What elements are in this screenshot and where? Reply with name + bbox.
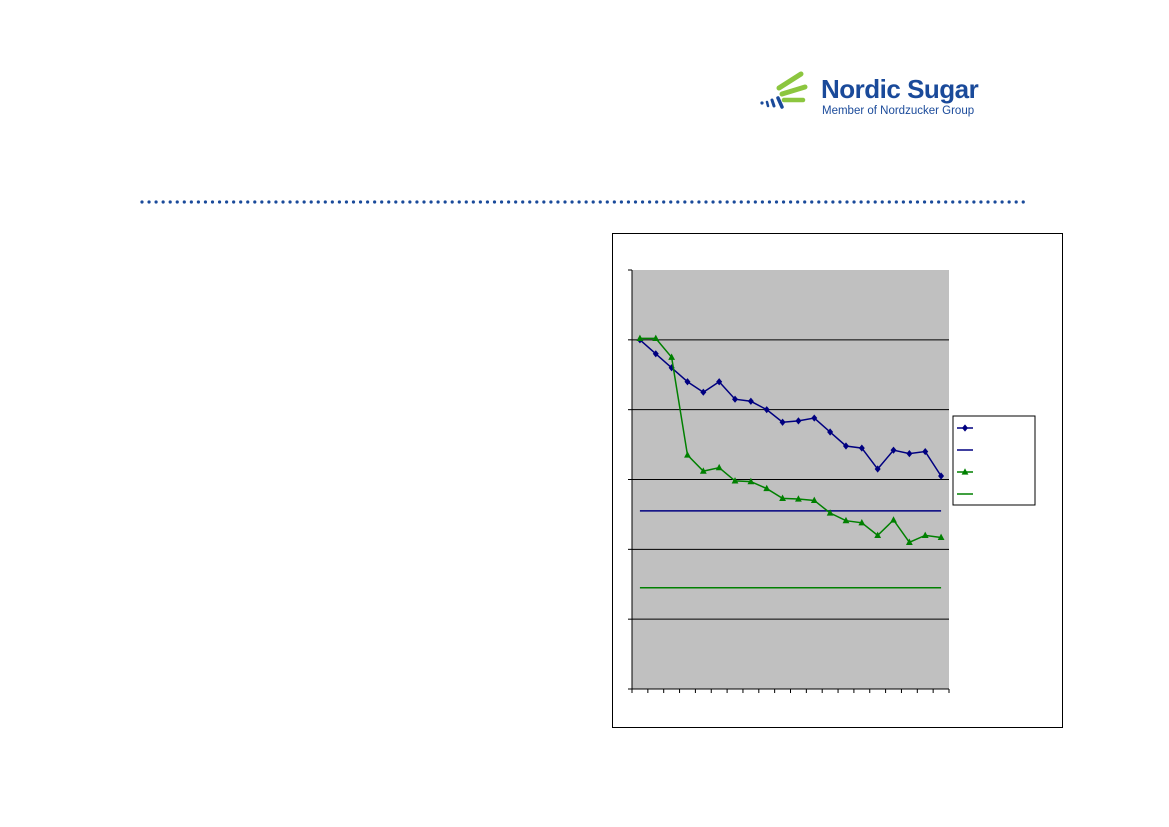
series-1-point xyxy=(684,378,691,386)
series-3-point xyxy=(921,531,929,538)
series-1-point xyxy=(763,406,770,414)
series-3-point xyxy=(763,484,771,492)
dotted-divider xyxy=(140,200,1032,204)
nordic-sugar-logo: Nordic Sugar Member of Nordzucker Group xyxy=(755,68,995,124)
series-3-point xyxy=(715,463,723,471)
series-3-point xyxy=(810,496,818,504)
series-3-point xyxy=(795,495,802,502)
series-1-point xyxy=(716,378,723,386)
series-3-point xyxy=(890,516,897,523)
series-1-point xyxy=(842,442,849,450)
series-1-point xyxy=(747,397,754,405)
legend-entry-3-marker xyxy=(961,468,969,475)
brand-name: Nordic Sugar xyxy=(821,74,979,104)
series-1-point xyxy=(922,447,929,456)
series-1-point xyxy=(858,444,865,452)
series-3-point xyxy=(652,334,660,342)
series-3-point xyxy=(636,334,644,342)
legend-entry-1-marker xyxy=(962,424,968,432)
brand-tagline: Member of Nordzucker Group xyxy=(822,105,975,117)
series-3-point xyxy=(779,494,786,501)
series-3-point xyxy=(826,509,834,516)
legend-box xyxy=(952,415,1036,506)
series-3-point xyxy=(842,516,850,524)
sugar-burst-logo-icon xyxy=(760,71,808,109)
chart-frame xyxy=(612,233,1063,728)
line-chart xyxy=(628,269,1036,693)
series-1-point xyxy=(890,446,897,454)
series-3-point xyxy=(699,467,707,474)
series-3-point xyxy=(747,477,755,485)
series-3-point xyxy=(684,451,691,458)
series-3-point xyxy=(858,518,866,526)
series-3-point xyxy=(905,538,913,545)
series-1-point xyxy=(652,350,659,358)
series-3-point xyxy=(668,353,676,360)
series-3-point xyxy=(874,531,882,538)
series-3-point xyxy=(731,477,739,484)
series-1-point xyxy=(906,450,913,458)
series-3-point xyxy=(937,533,945,541)
series-1-line xyxy=(639,339,942,477)
series-1-point xyxy=(811,414,818,422)
